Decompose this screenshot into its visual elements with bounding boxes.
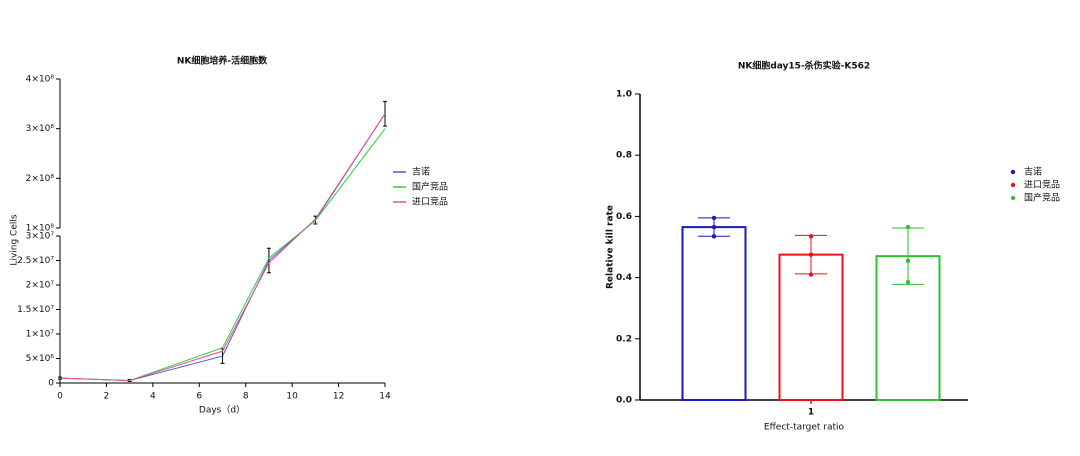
y-tick-label: 0.0 bbox=[616, 396, 632, 406]
y-tick-label: 0.8 bbox=[616, 151, 632, 161]
legend-label: 国产竞品 bbox=[412, 181, 448, 193]
x-axis-label: Days（d） bbox=[199, 405, 245, 416]
data-point bbox=[905, 258, 911, 263]
legend-label: 吉诺 bbox=[1024, 167, 1042, 178]
x-tick-label: 10 bbox=[286, 392, 298, 402]
series-line bbox=[59, 113, 386, 382]
x-tick-label: 8 bbox=[243, 392, 249, 402]
y-tick-label: 3×10⁷ bbox=[26, 232, 55, 242]
y-axis-label: Living Cells bbox=[10, 214, 20, 265]
legend-swatch bbox=[1010, 182, 1016, 188]
data-point bbox=[808, 234, 814, 239]
y-tick-label: 1.5×10⁷ bbox=[17, 305, 54, 315]
y-tick-label: 0.6 bbox=[616, 212, 632, 222]
x-tick-label: 6 bbox=[196, 392, 202, 402]
x-tick-label: 1 bbox=[808, 408, 814, 418]
y-tick-label: 2×10⁷ bbox=[26, 281, 55, 291]
series-line bbox=[59, 113, 386, 382]
error-bar bbox=[266, 247, 271, 274]
bar bbox=[681, 226, 747, 401]
x-tick-label: 4 bbox=[150, 392, 156, 402]
legend-label: 进口竞品 bbox=[412, 196, 448, 208]
data-point bbox=[711, 234, 717, 239]
legend-label: 国产竞品 bbox=[1024, 192, 1060, 204]
y-tick-label: 1×10⁷ bbox=[26, 330, 55, 340]
y-tick-label: 0.4 bbox=[616, 273, 632, 283]
x-tick-label: 0 bbox=[57, 392, 63, 402]
x-tick-label: 14 bbox=[379, 392, 391, 402]
y-tick-label: 0 bbox=[48, 379, 54, 389]
error-bar bbox=[383, 100, 387, 127]
legend-swatch bbox=[1010, 169, 1016, 175]
legend-swatch bbox=[1010, 195, 1016, 201]
y-tick-label: 5×10⁶ bbox=[26, 354, 55, 364]
data-point bbox=[905, 224, 911, 230]
chart-title: NK细胞day15-杀伤实验-K562 bbox=[738, 60, 870, 72]
y-tick-label: 4×10⁸ bbox=[26, 75, 55, 85]
data-point bbox=[808, 272, 814, 277]
data-point bbox=[905, 279, 911, 285]
data-point bbox=[711, 215, 717, 221]
legend-label: 进口竞品 bbox=[1024, 179, 1060, 191]
series-line bbox=[59, 128, 386, 382]
y-tick-label: 3×10⁸ bbox=[26, 124, 55, 134]
y-tick-label: 0.2 bbox=[616, 334, 632, 344]
x-axis-label: Effect-target ratio bbox=[764, 423, 845, 433]
x-tick-label: 12 bbox=[333, 392, 344, 402]
x-tick-label: 2 bbox=[104, 392, 110, 402]
y-tick-label: 1×10⁸ bbox=[26, 224, 55, 234]
y-tick-label: 1.0 bbox=[616, 90, 632, 100]
y-axis-label: Relative kill rate bbox=[606, 205, 616, 289]
chart-title: NK细胞培养-活细胞数 bbox=[177, 55, 268, 67]
data-point bbox=[808, 252, 814, 257]
y-tick-label: 2×10⁸ bbox=[26, 174, 55, 184]
data-point bbox=[711, 224, 717, 230]
y-tick-label: 2.5×10⁷ bbox=[17, 256, 54, 266]
legend-label: 吉诺 bbox=[412, 167, 430, 178]
